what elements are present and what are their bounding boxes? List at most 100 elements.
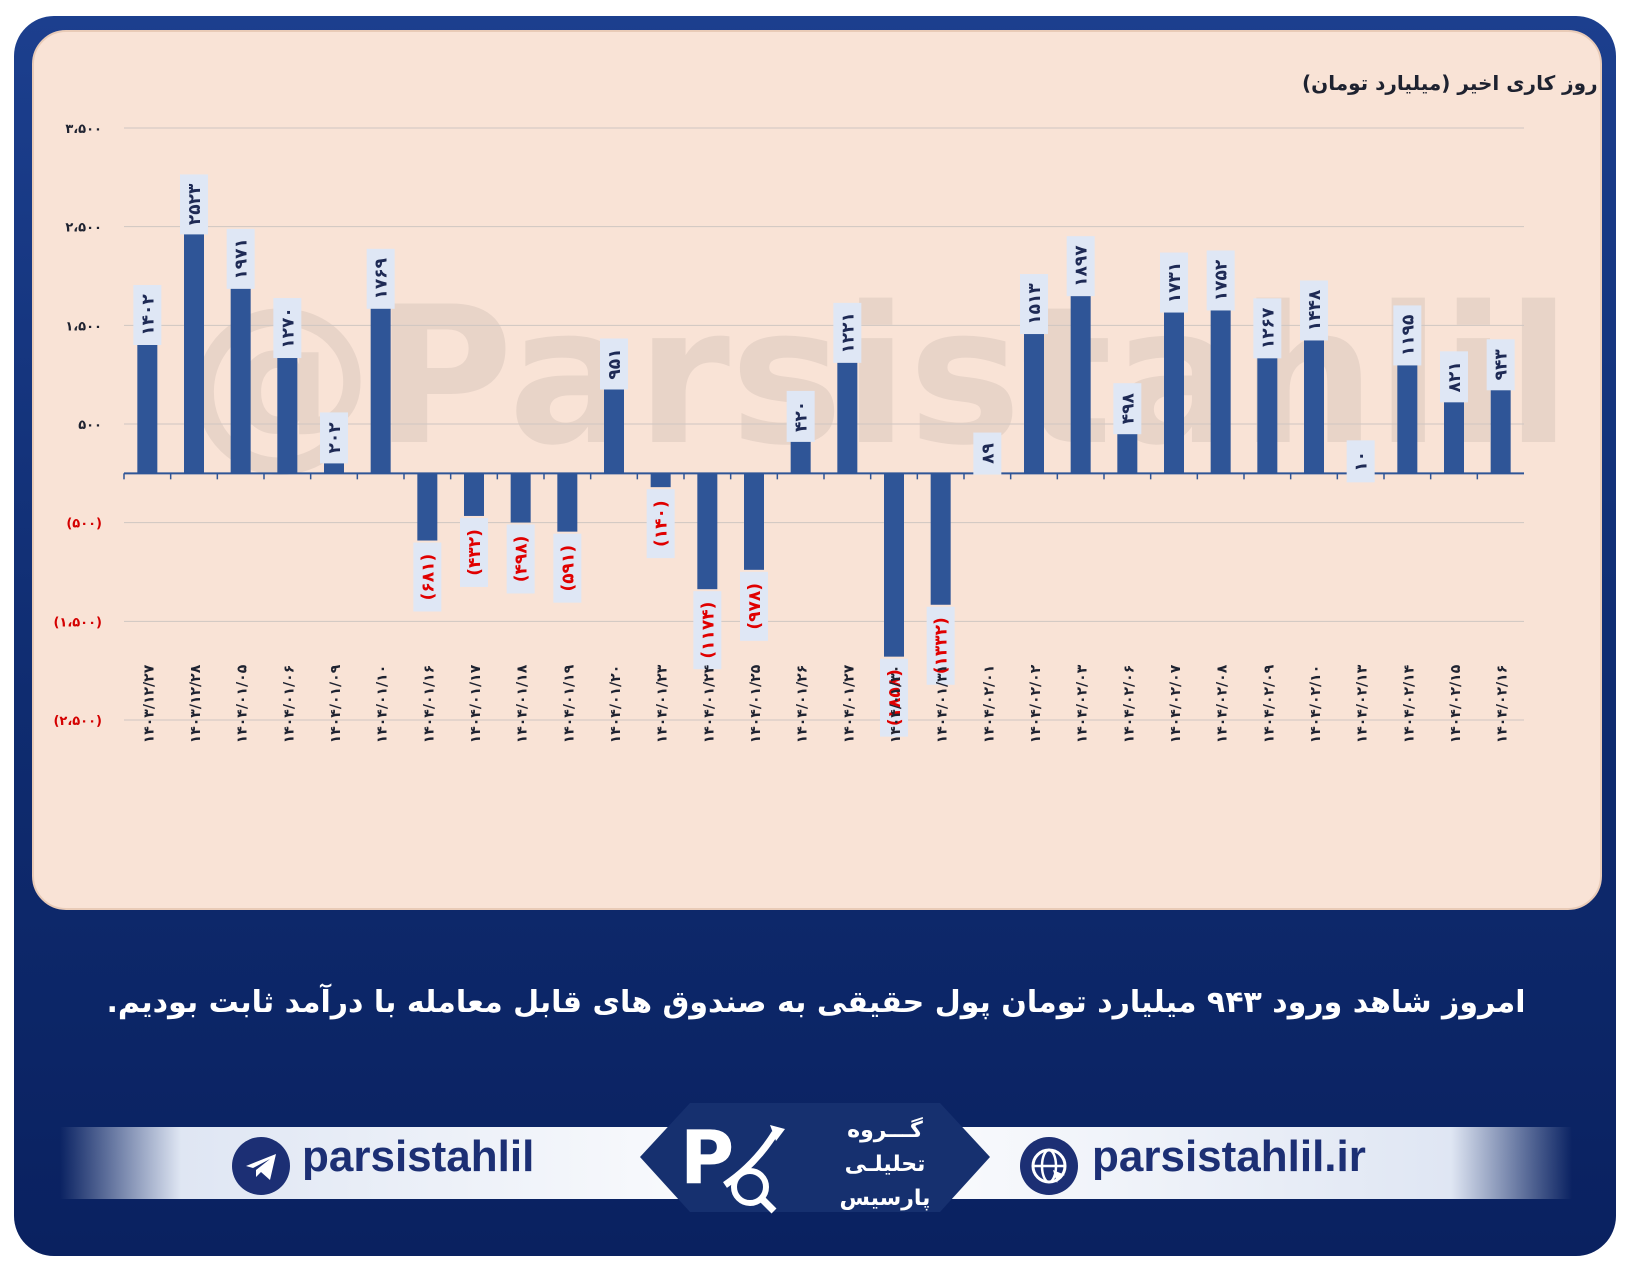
data-label-group: ۱۵۱۳ (1020, 274, 1048, 335)
website-link[interactable]: parsistahlil.ir (1092, 1132, 1366, 1181)
data-label: ۱۷۵۲ (1212, 259, 1232, 301)
x-tick-label: ۱۴۰۴/۰۲/۰۷ (1168, 664, 1184, 743)
bar (277, 348, 298, 474)
data-label: ۴۲۰ (792, 401, 812, 432)
x-tick-label: ۱۴۰۴/۰۲/۰۹ (1261, 664, 1277, 743)
data-label-group: (۹۷۸) (740, 571, 768, 641)
logo-text-line2: تحلیلـی (845, 1152, 926, 1177)
data-label: (۶۸۱) (418, 554, 438, 601)
bar (510, 473, 531, 523)
data-label-box (1300, 280, 1328, 341)
bar (370, 298, 391, 474)
x-tick-label: ۱۴۰۴/۰۲/۰۳ (1075, 664, 1091, 743)
data-label-group: (۱۴۰) (646, 489, 675, 559)
x-tick-label: ۱۴۰۴/۰۱/۲۰ (608, 665, 624, 744)
data-label-group: ۱۷۶۹ (366, 248, 395, 309)
data-label: (۴۳۲) (465, 529, 485, 576)
data-label-box (133, 285, 162, 346)
globe-icon[interactable] (1020, 1137, 1078, 1195)
data-label-box (180, 174, 208, 235)
x-tick-label: ۱۴۰۴/۰۱/۲۴ (701, 664, 717, 743)
x-tick-label: ۱۴۰۴/۰۱/۳۰ (888, 665, 904, 744)
data-label-group: ۴۲۰ (786, 390, 815, 442)
data-label: ۱۴۴۸ (1305, 289, 1325, 331)
data-label-box (786, 390, 815, 442)
bar (557, 473, 578, 532)
x-tick-label: ۱۴۰۴/۰۲/۰۶ (1121, 665, 1137, 744)
data-label-group: ۱۴۰۲ (133, 285, 162, 346)
data-label-box (1346, 440, 1375, 483)
data-label-group: ۲۰۲ (320, 412, 348, 464)
data-label-group: (۶۸۱) (413, 542, 442, 612)
y-tick-label: ۳،۵۰۰ (65, 122, 102, 137)
summary-note: امروز شاهد ورود ۹۴۳ میلیارد تومان پول حق… (106, 985, 1526, 1020)
data-label-group: ۱۱۹۵ (1393, 305, 1422, 366)
data-label-group: ۱۸۹۷ (1066, 236, 1095, 297)
data-label-box (1393, 305, 1422, 366)
x-tick-label: ۱۴۰۴/۰۱/۳۱ (935, 665, 951, 744)
data-label-box (413, 542, 442, 612)
x-tick-label: ۱۴۰۴/۰۲/۱۶ (1495, 665, 1511, 744)
data-label: ۱۱۹۵ (1398, 315, 1418, 357)
data-label-group: ۱۲۶۷ (1253, 298, 1282, 359)
x-tick-label: ۱۴۰۳/۱۲/۲۸ (188, 664, 204, 743)
y-tick-label: ۱،۵۰۰ (65, 319, 102, 334)
data-label: ۱۲۶۷ (1258, 307, 1278, 349)
telegram-icon[interactable] (232, 1137, 290, 1195)
data-label-group: ۱۰ (1346, 440, 1375, 483)
data-label: ۸۹ (978, 443, 998, 464)
data-label: (۵۹۱) (558, 545, 578, 592)
data-label: ۱۲۷۰ (278, 307, 298, 349)
x-tick-label: ۱۴۰۴/۰۱/۱۷ (468, 664, 484, 743)
x-tick-label: ۱۴۰۴/۰۲/۱۴ (1401, 664, 1417, 743)
data-label-box (833, 302, 862, 363)
x-tick-label: ۱۴۰۴/۰۱/۲۵ (748, 664, 764, 743)
bar (650, 473, 671, 488)
bar (604, 379, 624, 474)
bar (1444, 392, 1464, 474)
data-label-box (460, 517, 488, 587)
data-label-group: ۱۷۵۲ (1206, 250, 1235, 311)
chart-panel: @Parsistahlil جریان ورود و خروج حقیقی ها… (32, 30, 1604, 910)
data-label: ۲۵۲۳ (185, 183, 205, 225)
x-tick-label: ۱۴۰۴/۰۲/۱۰ (1308, 665, 1324, 744)
data-label-box (693, 591, 722, 670)
x-tick-label: ۱۴۰۴/۰۲/۱۳ (1355, 664, 1371, 743)
data-label: ۸۲۱ (1445, 361, 1465, 392)
logo-text-line3: پارسیس (840, 1186, 931, 1211)
watermark: @Parsistahlil (184, 266, 1571, 487)
bar (1210, 300, 1231, 474)
bar (837, 352, 858, 474)
data-label: (۹۷۸) (745, 583, 765, 630)
data-label-box (1486, 339, 1515, 391)
data-label: ۲۰۲ (325, 422, 345, 454)
x-tick-label: ۱۴۰۴/۰۲/۰۱ (981, 665, 997, 744)
x-tick-label: ۱۴۰۴/۰۱/۲۶ (795, 665, 811, 744)
data-label-group: ۸۲۱ (1440, 351, 1468, 403)
data-label-group: ۱۴۴۸ (1300, 280, 1328, 341)
data-label-group: ۹۵۱ (600, 338, 628, 390)
data-label-box (273, 298, 302, 359)
data-label: (۱۳۳۲) (932, 617, 952, 674)
data-label: ۹۴۳ (1492, 349, 1512, 381)
data-label-box (926, 606, 955, 685)
telegram-handle[interactable]: parsistahlil (302, 1132, 535, 1181)
data-label: ۱۷۳۱ (1165, 262, 1185, 304)
bar (137, 335, 158, 474)
bar (1304, 330, 1324, 474)
svg-text:P: P (680, 1115, 734, 1201)
data-label-box (553, 533, 582, 603)
y-tick-label: (۱،۵۰۰) (53, 615, 102, 630)
x-tick-label: ۱۴۰۴/۰۱/۲۳ (655, 664, 671, 743)
data-label-box (1206, 250, 1235, 311)
data-label-box (1066, 236, 1095, 297)
data-label-box (1160, 252, 1188, 313)
data-label: ۱۷۶۹ (372, 257, 392, 299)
data-label-group: ۴۹۸ (1113, 383, 1142, 435)
bar (464, 473, 484, 516)
data-label-box (973, 432, 1002, 475)
x-tick-label: ۱۴۰۴/۰۲/۰۸ (1215, 664, 1231, 743)
y-tick-label: ۵۰۰ (78, 418, 102, 433)
x-tick-label: ۱۴۰۴/۰۱/۰۹ (328, 664, 344, 743)
y-tick-label: (۲،۵۰۰) (53, 714, 102, 729)
